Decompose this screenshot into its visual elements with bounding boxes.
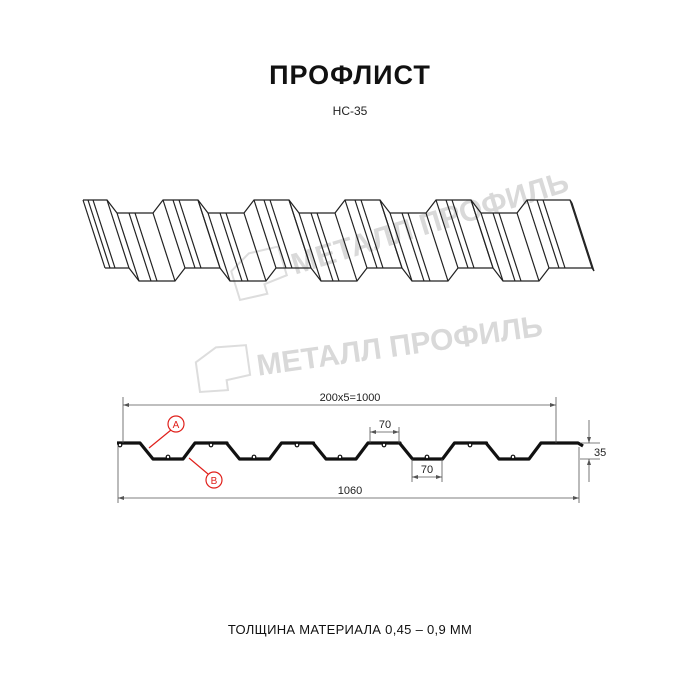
sheet-rib-line (219, 212, 243, 282)
model-name: НС-35 (332, 104, 368, 118)
sheet-fold-line (470, 199, 494, 269)
sheet-rib-line (172, 199, 196, 269)
sheet-rib-line (269, 199, 293, 269)
dimension-arrows (118, 403, 591, 500)
sheet-rib-line (178, 199, 202, 269)
sheet-fold-line (207, 212, 231, 282)
cross-section (117, 441, 584, 461)
dim-crest-width: 70 (379, 419, 391, 431)
sheet-rib-line (492, 212, 516, 282)
rib-mark (208, 442, 214, 448)
sheet-rib-line (542, 199, 566, 269)
sheet-fold-line (526, 199, 550, 269)
sheet-fold-line (162, 199, 186, 269)
marker-a-circle (167, 415, 185, 433)
rib-mark (117, 442, 123, 448)
sheet-fold-line (243, 212, 267, 282)
watermark-text: МЕТАЛЛ ПРОФИЛЬ (287, 166, 572, 282)
watermark-text-2: МЕТАЛЛ ПРОФИЛЬ (255, 310, 545, 383)
dim-pitch-total: 200x5=1000 (320, 392, 381, 404)
rib-mark (251, 454, 257, 460)
rib-mark (510, 454, 516, 460)
sheet-rib-line (128, 212, 152, 282)
rib-mark (467, 442, 473, 448)
rib-mark (381, 442, 387, 448)
sheet-fold-line (288, 199, 312, 269)
rib-mark (294, 442, 300, 448)
marker-a-label: A (173, 420, 180, 431)
sheet-fold-line (298, 212, 322, 282)
page-title: ПРОФЛИСТ (269, 60, 431, 90)
sheet-rib-line (87, 199, 111, 269)
sheet-rib-line (401, 212, 425, 282)
sheet-fold-line (334, 212, 358, 282)
sheet-fold-line (253, 199, 277, 269)
sheet-rib-line (451, 199, 475, 269)
sheet-fold-line (197, 199, 221, 269)
sheet-fold-line (116, 212, 140, 282)
rib-mark (165, 454, 171, 460)
dimension-lines (117, 397, 600, 503)
watermark-bottom: МЕТАЛЛ ПРОФИЛЬ (194, 310, 545, 394)
sheet-fold-line (379, 199, 403, 269)
sheet-rib-line (316, 212, 340, 282)
rib-mark (337, 454, 343, 460)
sheet-rib-line (498, 212, 522, 282)
sheet-fold-line (389, 212, 413, 282)
rib-mark (424, 454, 430, 460)
sheet-fold-line (480, 212, 504, 282)
isometric-sheet-view (82, 199, 595, 282)
sheet-rib-line (92, 199, 116, 269)
sheet-rib-line (360, 199, 384, 269)
sheet-fold-line (435, 199, 459, 269)
sheet-rib-line (445, 199, 469, 269)
dim-valley-width: 70 (421, 464, 433, 476)
sheet-rib-line (354, 199, 378, 269)
thickness-note: ТОЛЩИНА МАТЕРИАЛА 0,45 – 0,9 ММ (227, 622, 473, 637)
sheet-fold-line (571, 202, 595, 272)
dim-height: 35 (594, 447, 606, 459)
sheet-fold-line (82, 199, 106, 269)
sheet-fold-line (152, 212, 176, 282)
sheet-rib-line (407, 212, 431, 282)
markers (148, 415, 223, 489)
profile-section-line (117, 441, 584, 461)
sheet-fold-line (516, 212, 540, 282)
sheet-fold-line (344, 199, 368, 269)
sheet-rib-line (536, 199, 560, 269)
sheet-fold-line (425, 212, 449, 282)
sheet-fold-line (569, 199, 593, 269)
sheet-rib-line (310, 212, 334, 282)
marker-b-circle (205, 471, 223, 489)
dim-full-width: 1060 (338, 485, 362, 497)
sheet-rib-line (225, 212, 249, 282)
sheet-fold-line (106, 199, 130, 269)
marker-b-label: B (211, 476, 218, 487)
sheet-rib-line (134, 212, 158, 282)
sheet-rib-line (263, 199, 287, 269)
